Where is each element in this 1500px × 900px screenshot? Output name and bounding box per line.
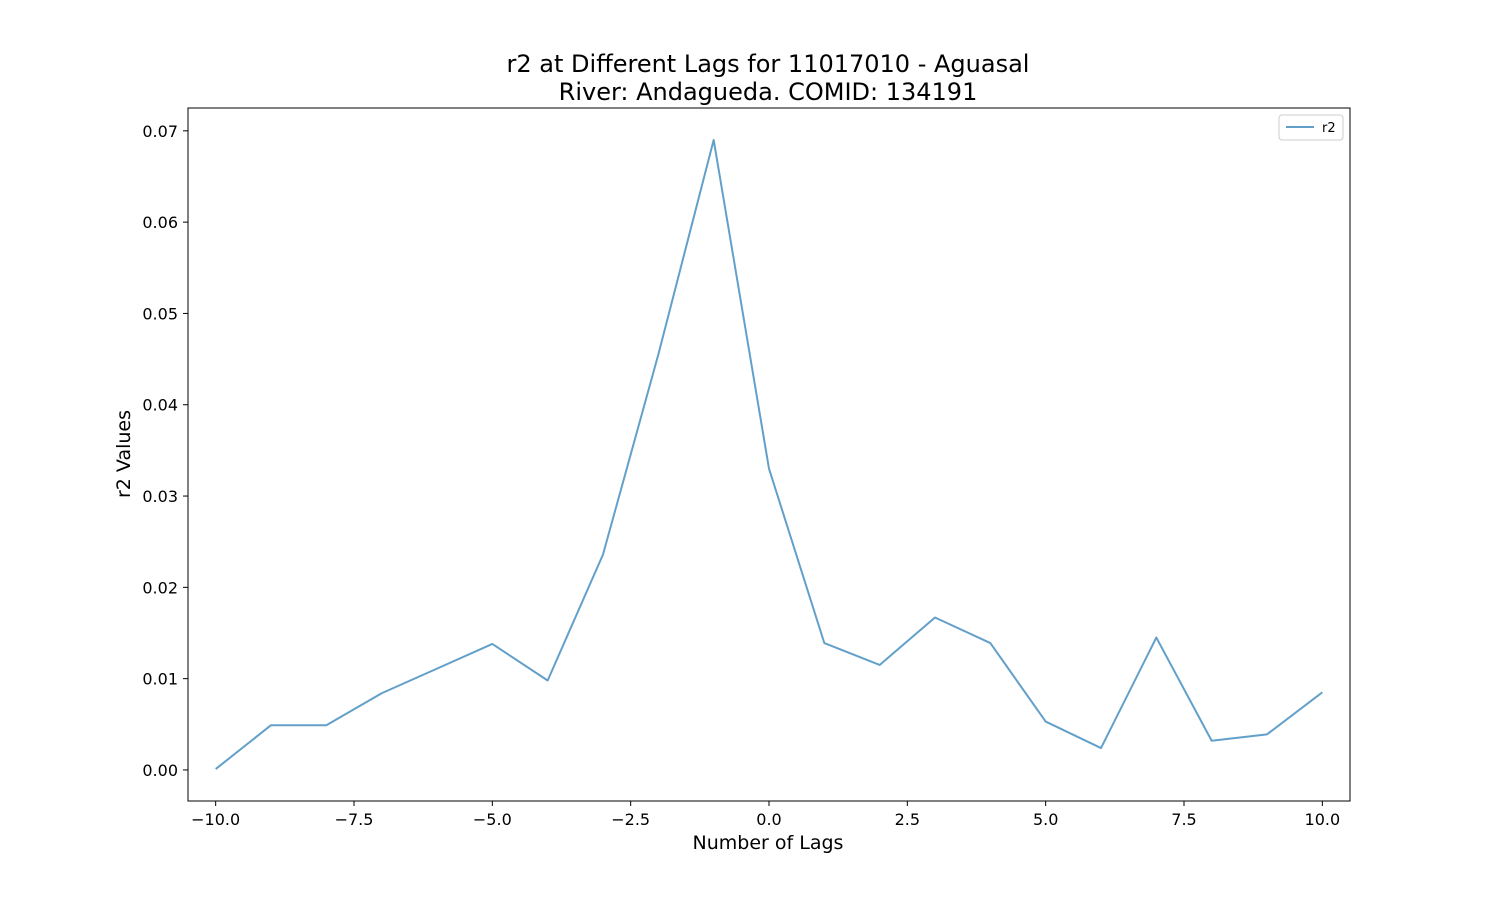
x-axis-label: Number of Lags [693,832,844,854]
plot-area [215,138,1323,770]
x-tick-label: 2.5 [895,810,920,829]
y-tick-label: 0.02 [142,578,178,597]
x-axis: −10.0 −7.5 −5.0 −2.5 0.0 2.5 5.0 7.5 10.0 [191,801,1340,829]
series-line-r2 [215,138,1323,770]
legend: r2 [1278,114,1344,141]
x-tick-label: 10.0 [1305,810,1341,829]
y-tick-label: 0.00 [142,761,178,780]
x-tick-label: −5.0 [473,810,512,829]
y-tick-label: 0.07 [142,122,178,141]
y-tick-label: 0.01 [142,670,178,689]
y-tick-label: 0.06 [142,213,178,232]
y-axis-label: r2 Values [113,410,135,498]
y-axis: 0.00 0.01 0.02 0.03 0.04 0.05 0.06 0.07 [142,122,188,780]
plot-frame [187,107,1351,802]
y-tick-label: 0.03 [142,487,178,506]
x-tick-label: 7.5 [1171,810,1196,829]
x-tick-label: 5.0 [1033,810,1058,829]
x-tick-label: −7.5 [335,810,374,829]
x-tick-label: −2.5 [611,810,650,829]
legend-label-r2: r2 [1322,121,1336,136]
chart-title-line-1: r2 at Different Lags for 11017010 - Agua… [507,50,1030,78]
x-tick-label: −10.0 [191,810,240,829]
y-tick-label: 0.05 [142,304,178,323]
x-tick-label: 0.0 [756,810,781,829]
chart-title-line-2: River: Andagueda. COMID: 134191 [559,78,978,106]
y-tick-label: 0.04 [142,396,178,415]
